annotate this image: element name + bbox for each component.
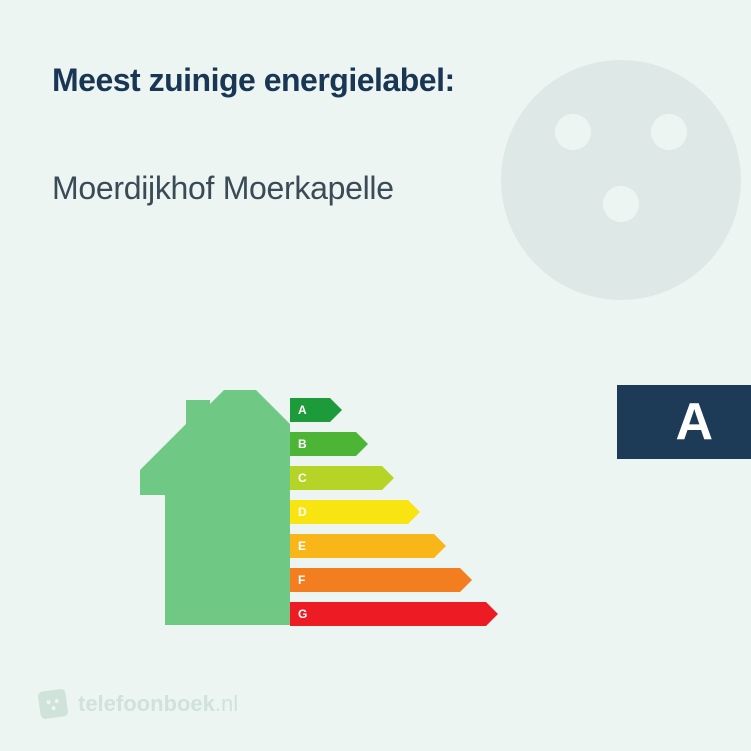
energy-bar-label: B — [290, 437, 307, 451]
footer-brand-name: telefoonboek — [78, 691, 215, 717]
page-title: Meest zuinige energielabel: — [52, 62, 455, 99]
energy-bar-label: A — [290, 403, 307, 417]
footer-brand: telefoonboek.nl — [38, 689, 238, 719]
energy-bar-label: F — [290, 573, 305, 587]
energy-bar-label: D — [290, 505, 307, 519]
house-icon — [140, 390, 290, 630]
energy-bar-label: E — [290, 539, 306, 553]
footer-text: telefoonboek.nl — [78, 691, 238, 717]
house-shape — [140, 390, 290, 625]
rating-letter: A — [675, 392, 713, 452]
footer-plug-icon — [38, 689, 68, 719]
energy-bar-label: G — [290, 607, 307, 621]
footer-domain: .nl — [215, 691, 238, 717]
watermark-plug-icon — [471, 30, 751, 335]
canvas: Meest zuinige energielabel: Moerdijkhof … — [0, 0, 751, 751]
location-subtitle: Moerdijkhof Moerkapelle — [52, 170, 394, 207]
energy-bar-label: C — [290, 471, 307, 485]
rating-badge: A — [617, 385, 751, 459]
